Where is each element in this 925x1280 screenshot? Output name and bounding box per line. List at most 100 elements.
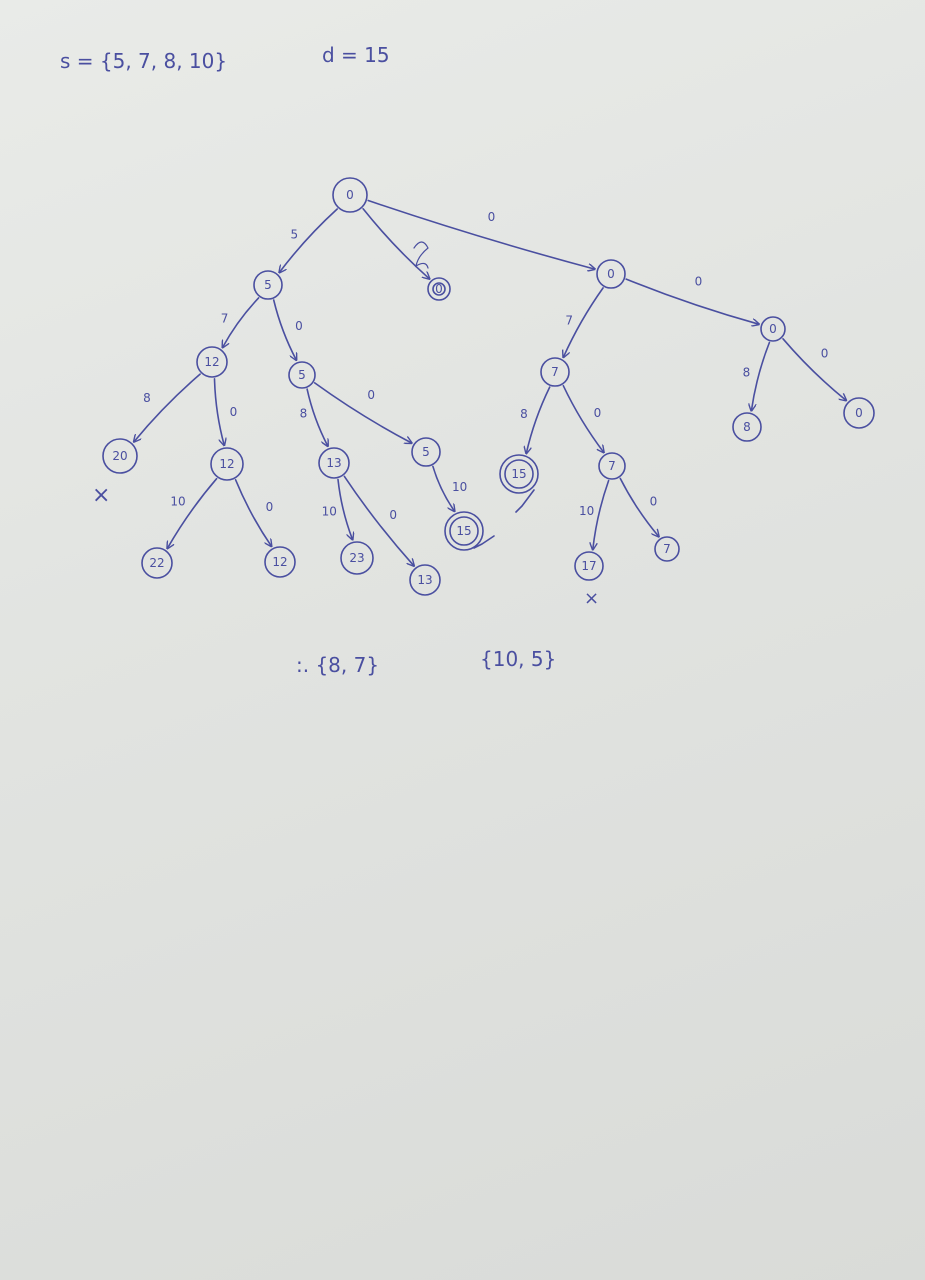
node-circle [654, 536, 680, 562]
tree-edge-n3-n16 [625, 278, 759, 324]
edge-label-n18-n20: 0 [650, 495, 658, 509]
node-circle [411, 437, 441, 467]
edge-label-n16-n21: 8 [743, 366, 751, 380]
edge-label-n11-n14: 10 [452, 480, 467, 494]
edge-label-n15-n18: 0 [594, 406, 602, 420]
node-label: 0 [346, 188, 354, 202]
node-circle [732, 412, 762, 442]
tree-node-n1: 5 [253, 270, 283, 300]
tree-node-n4: 12 [196, 346, 228, 378]
node-inner-circle [504, 459, 534, 489]
tree-edge-n0-n2 [362, 208, 429, 279]
tree-edge-n0-n3 [367, 199, 595, 270]
solution-subset-2: {10, 5} [480, 647, 556, 671]
node-label: 12 [219, 457, 234, 471]
node-label: 7 [551, 365, 559, 379]
edge-label-n15-n17: 8 [520, 407, 528, 421]
node-circle [141, 547, 173, 579]
tree-edge-n5-n11 [313, 382, 412, 443]
node-label: 12 [204, 355, 219, 369]
tree-node-n21: 8 [732, 412, 762, 442]
tree-edge-n7-n8 [167, 477, 218, 549]
tree-edge-n1-n4 [223, 297, 260, 348]
node-label: 5 [298, 368, 306, 382]
node-circle [540, 357, 570, 387]
node-label: 5 [422, 445, 430, 459]
node-circle [318, 447, 350, 479]
tree-edge-n7-n9 [234, 479, 272, 546]
tree-node-n20: 7 [654, 536, 680, 562]
tree-node-n8: 22 [141, 547, 173, 579]
node-label: 13 [417, 573, 432, 587]
tree-node-n13: 13 [409, 564, 441, 596]
edge-label-n10-n13: 0 [389, 508, 397, 522]
edge-label-n16-n22: 0 [821, 347, 829, 361]
tree-node-n19: 17 [574, 551, 604, 581]
edge-label-n5-n10: 8 [300, 407, 308, 421]
tree-node-n17: 15 [499, 454, 539, 494]
node-circle [427, 277, 451, 301]
node-label: 13 [326, 456, 341, 470]
tree-nodes: 0 5 0 0 12 5 20 12 22 12 13 5 23 13 15 7 0 15 7 17 7 8 0 [102, 177, 875, 596]
node-label: 15 [456, 524, 471, 538]
tree-edge-n11-n14 [432, 465, 455, 511]
tree-node-n7: 12 [210, 447, 244, 481]
node-circle [340, 541, 374, 575]
node-circle [596, 259, 626, 289]
tree-node-n0: 0 [332, 177, 368, 213]
tree-edge-n3-n15 [563, 287, 604, 357]
node-inner-circle [432, 282, 446, 296]
node-label: 17 [581, 559, 596, 573]
tree-edge-n15-n18 [562, 384, 603, 453]
tick-mark-15-right [515, 489, 535, 513]
node-circle [574, 551, 604, 581]
tree-node-n5: 5 [288, 361, 316, 389]
edge-label-n18-n19: 10 [579, 504, 594, 518]
edge-label-n0-n3: 0 [488, 210, 496, 224]
edge-label-n7-n8: 10 [170, 495, 185, 509]
tree-edge-n4-n6 [134, 373, 201, 442]
edge-label-n7-n9: 0 [266, 500, 274, 514]
tree-edge-n10-n12 [337, 478, 353, 540]
edge-label-n3-n15: 7 [565, 314, 573, 328]
edge-label-n0-n1: 5 [290, 228, 298, 242]
tree-edge-n1-n5 [272, 299, 297, 360]
tree-node-n3: 0 [596, 259, 626, 289]
node-label: 12 [272, 555, 287, 569]
node-label: 7 [663, 542, 671, 556]
node-inner-circle [449, 516, 479, 546]
tree-edge-n16-n22 [782, 338, 846, 401]
node-label: 0 [435, 282, 443, 296]
tree-edge-n10-n13 [343, 475, 414, 565]
rejected-mark-20: × [92, 483, 110, 508]
node-label: 23 [349, 551, 364, 565]
node-label: 22 [149, 556, 164, 570]
edge-label-n3-n16: 0 [695, 275, 703, 289]
tick-mark-15-left [473, 535, 495, 549]
tree-edge-n0-n1 [279, 208, 338, 272]
tree-node-n10: 13 [318, 447, 350, 479]
node-circle [196, 346, 228, 378]
edge-label-n1-n4: 7 [221, 312, 229, 326]
node-circle [264, 546, 296, 578]
tree-edge-n18-n19 [593, 479, 610, 550]
tree-edge-n5-n10 [306, 388, 328, 446]
tree-node-n15: 7 [540, 357, 570, 387]
node-circle [102, 438, 138, 474]
tree-edge-n18-n20 [619, 477, 658, 537]
tree-edge-n15-n17 [526, 386, 551, 453]
node-circle [332, 177, 368, 213]
node-label: 0 [769, 322, 777, 336]
tree-node-n2: 0 [427, 277, 451, 301]
node-label: 0 [855, 406, 863, 420]
node-circle [210, 447, 244, 481]
node-circle [760, 316, 786, 342]
node-circle [499, 454, 539, 494]
edge-label-n5-n11: 0 [367, 388, 375, 402]
node-label: 15 [511, 467, 526, 481]
node-circle [409, 564, 441, 596]
node-label: 7 [608, 459, 616, 473]
node-label: 5 [264, 278, 272, 292]
tree-node-n6: 20 [102, 438, 138, 474]
